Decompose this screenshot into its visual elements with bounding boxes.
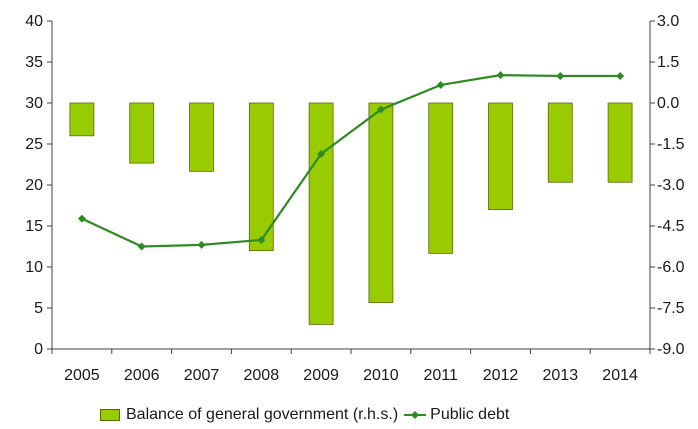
left-tick-label: 25 (25, 136, 43, 153)
left-tick-label: 40 (25, 13, 43, 30)
bar-2011 (428, 102, 454, 254)
left-tick-label: 20 (25, 177, 43, 194)
public-debt-point-2009 (317, 149, 326, 158)
legend-line-label: Public debt (430, 406, 510, 423)
public-debt-point-2012 (496, 71, 505, 80)
x-tick-label: 2009 (303, 367, 339, 384)
left-tick-label: 15 (25, 218, 43, 235)
left-tick-label: 5 (34, 300, 43, 317)
public-debt-point-2010 (376, 105, 385, 114)
public-debt-point-2008 (257, 235, 266, 244)
right-tick-label: -7.5 (657, 300, 685, 317)
legend-line-key (404, 411, 427, 419)
left-tick-label: 30 (25, 95, 43, 112)
right-tick-label: 0.0 (657, 95, 679, 112)
right-tick-label: 3.0 (657, 13, 679, 30)
bar-2007 (189, 102, 214, 172)
bar-2014 (607, 102, 633, 183)
x-tick-label: 2006 (124, 367, 160, 384)
x-tick-label: 2013 (543, 367, 579, 384)
chart: 0 5 10 15 20 25 30 35 40 -9.0 -7.5 -6.0 -4.5 -3.0 -1.5… (25, 13, 685, 384)
legend-bar-swatch (100, 409, 120, 421)
x-tick-label: 2012 (483, 367, 519, 384)
right-tick-label: -6.0 (657, 259, 685, 276)
left-tick-label: 10 (25, 259, 43, 276)
bar-2009 (308, 102, 334, 325)
public-debt-point-2013 (556, 71, 565, 80)
bar-2010 (368, 102, 394, 303)
public-debt-point-2006 (137, 242, 146, 251)
right-tick-label: -3.0 (657, 177, 685, 194)
x-tick-label: 2008 (244, 367, 280, 384)
public-debt-point-2005 (77, 214, 86, 223)
bar-2013 (547, 102, 573, 183)
legend: Balance of general government (r.h.s.) P… (100, 404, 509, 426)
bar-2005 (69, 102, 95, 137)
bar-2006 (129, 102, 155, 164)
public-debt-point-2011 (436, 80, 445, 89)
x-tick-label: 2005 (64, 367, 100, 384)
bar-2008 (248, 102, 274, 252)
x-tick-label: 2011 (423, 367, 458, 384)
left-tick-label: 0 (34, 341, 43, 358)
public-debt-point-2007 (197, 240, 206, 249)
left-tick-label: 35 (25, 54, 43, 71)
x-tick-label: 2007 (184, 367, 220, 384)
right-tick-label: -4.5 (657, 218, 685, 235)
legend-bar-label: Balance of general government (r.h.s.) (126, 406, 399, 423)
bar-2012 (488, 102, 513, 210)
right-tick-label: -9.0 (657, 341, 685, 358)
right-tick-label: 1.5 (657, 54, 679, 71)
public-debt-line (81, 74, 621, 248)
x-tick-label: 2014 (602, 367, 638, 384)
public-debt-point-2014 (616, 71, 625, 80)
x-tick-label: 2010 (363, 367, 399, 384)
right-tick-label: -1.5 (657, 136, 685, 153)
